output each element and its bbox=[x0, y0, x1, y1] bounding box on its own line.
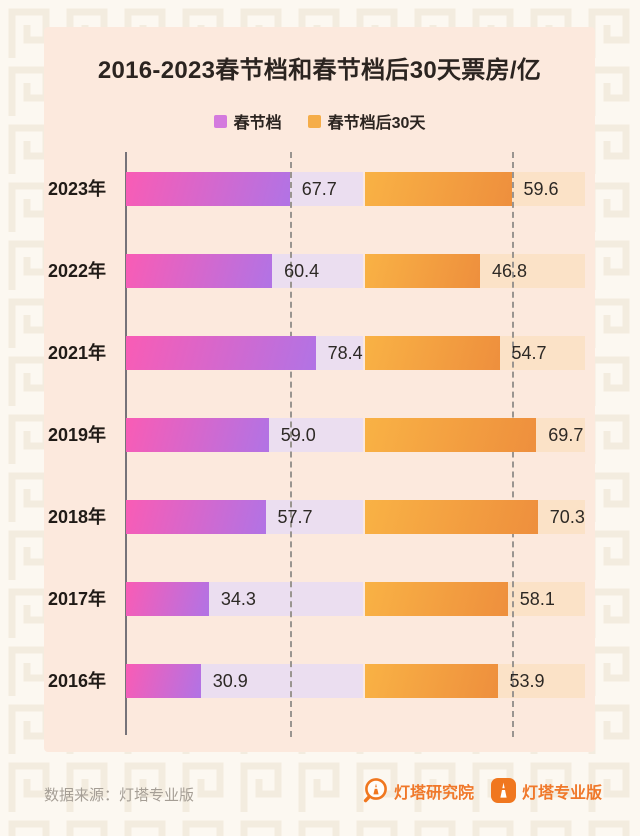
bar-after30 bbox=[365, 336, 500, 370]
chart-title: 2016-2023春节档和春节档后30天票房/亿 bbox=[97, 57, 542, 84]
bar-rows: 2023年 67.7 59.6 2022年 60.4 46.8 2021年 78.4 54.7 2… bbox=[44, 172, 595, 746]
bar-value-label: 34.3 bbox=[220, 589, 256, 609]
bar-value-label: 59.0 bbox=[280, 425, 316, 445]
bar-track-after30: 54.7 bbox=[365, 336, 585, 370]
year-label: 2019年 bbox=[48, 425, 107, 445]
bar-track-chunjiedang: 34.3 bbox=[126, 582, 363, 616]
legend-swatch-orange bbox=[307, 114, 321, 128]
year-label: 2021年 bbox=[48, 343, 107, 363]
bar-track-chunjiedang: 30.9 bbox=[126, 664, 363, 698]
bar-track-after30: 46.8 bbox=[365, 254, 585, 288]
bar-value-label: 46.8 bbox=[492, 261, 528, 281]
bar-after30 bbox=[365, 172, 512, 206]
legend: 春节档 春节档后30天 bbox=[44, 109, 595, 133]
bar-after30 bbox=[365, 500, 538, 534]
bar-value-label: 54.7 bbox=[511, 343, 547, 363]
bar-value-label: 59.6 bbox=[523, 179, 559, 199]
bar-chunjiedang bbox=[126, 582, 209, 616]
logo-dengta-yanjiuyuan: 灯塔研究院 bbox=[362, 777, 474, 804]
bar-value-label: 78.4 bbox=[327, 343, 363, 363]
bar-value-label: 67.7 bbox=[301, 179, 337, 199]
bar-track-chunjiedang: 60.4 bbox=[126, 254, 363, 288]
legend-item-chunjiedang: 春节档 bbox=[213, 109, 282, 133]
bar-chunjiedang bbox=[126, 664, 201, 698]
bar-chunjiedang bbox=[126, 254, 273, 288]
chart-row: 2023年 67.7 59.6 bbox=[44, 172, 595, 206]
bar-track-after30: 59.6 bbox=[365, 172, 585, 206]
chart-card: 2016-2023春节档和春节档后30天票房/亿 春节档 春节档后30天 202… bbox=[44, 27, 595, 752]
bar-chunjiedang bbox=[126, 172, 290, 206]
reference-line-chunjiedang bbox=[289, 152, 292, 737]
legend-label: 春节档 bbox=[233, 115, 282, 132]
year-label: 2017年 bbox=[48, 589, 107, 609]
chart-row: 2022年 60.4 46.8 bbox=[44, 254, 595, 288]
bar-value-label: 53.9 bbox=[509, 671, 545, 691]
bar-track-chunjiedang: 57.7 bbox=[126, 500, 363, 534]
bar-track-after30: 70.3 bbox=[365, 500, 585, 534]
chart-row: 2016年 30.9 53.9 bbox=[44, 664, 595, 698]
bar-after30 bbox=[365, 254, 480, 288]
legend-label: 春节档后30天 bbox=[327, 115, 426, 132]
bar-value-label: 58.1 bbox=[519, 589, 555, 609]
bar-track-after30: 53.9 bbox=[365, 664, 585, 698]
lighthouse-magnifier-icon bbox=[363, 778, 387, 803]
bar-track-chunjiedang: 67.7 bbox=[126, 172, 363, 206]
bar-value-label: 57.7 bbox=[277, 507, 313, 527]
legend-swatch-pink bbox=[213, 114, 227, 128]
bar-track-after30: 69.7 bbox=[365, 418, 585, 452]
legend-item-after30: 春节档后30天 bbox=[307, 109, 426, 133]
bar-chunjiedang bbox=[126, 500, 266, 534]
chart-row: 2017年 34.3 58.1 bbox=[44, 582, 595, 616]
logo-label: 灯塔专业版 bbox=[521, 784, 602, 802]
bar-value-label: 70.3 bbox=[549, 507, 585, 527]
bar-value-label: 69.7 bbox=[548, 425, 584, 445]
bar-after30 bbox=[365, 582, 508, 616]
logo-label: 灯塔研究院 bbox=[393, 784, 474, 802]
chart-row: 2021年 78.4 54.7 bbox=[44, 336, 595, 370]
lighthouse-app-icon bbox=[490, 778, 516, 803]
year-label: 2018年 bbox=[48, 507, 107, 527]
year-label: 2016年 bbox=[48, 671, 107, 691]
bar-track-chunjiedang: 59.0 bbox=[126, 418, 363, 452]
brand-logos: 灯塔研究院 灯塔专业版 bbox=[362, 777, 602, 804]
bar-value-label: 30.9 bbox=[212, 671, 248, 691]
chart-row: 2018年 57.7 70.3 bbox=[44, 500, 595, 534]
logo-dengta-zhuanyeban: 灯塔专业版 bbox=[490, 777, 602, 804]
bar-track-after30: 58.1 bbox=[365, 582, 585, 616]
bar-after30 bbox=[365, 418, 537, 452]
chart-row: 2019年 59.0 69.7 bbox=[44, 418, 595, 452]
year-label: 2022年 bbox=[48, 261, 107, 281]
bar-after30 bbox=[365, 664, 498, 698]
bar-value-label: 60.4 bbox=[284, 261, 320, 281]
bar-chunjiedang bbox=[126, 418, 269, 452]
data-source-note: 数据来源：灯塔专业版 bbox=[44, 787, 195, 804]
bar-chunjiedang bbox=[126, 336, 316, 370]
year-label: 2023年 bbox=[48, 179, 107, 199]
bar-track-chunjiedang: 78.4 bbox=[126, 336, 363, 370]
